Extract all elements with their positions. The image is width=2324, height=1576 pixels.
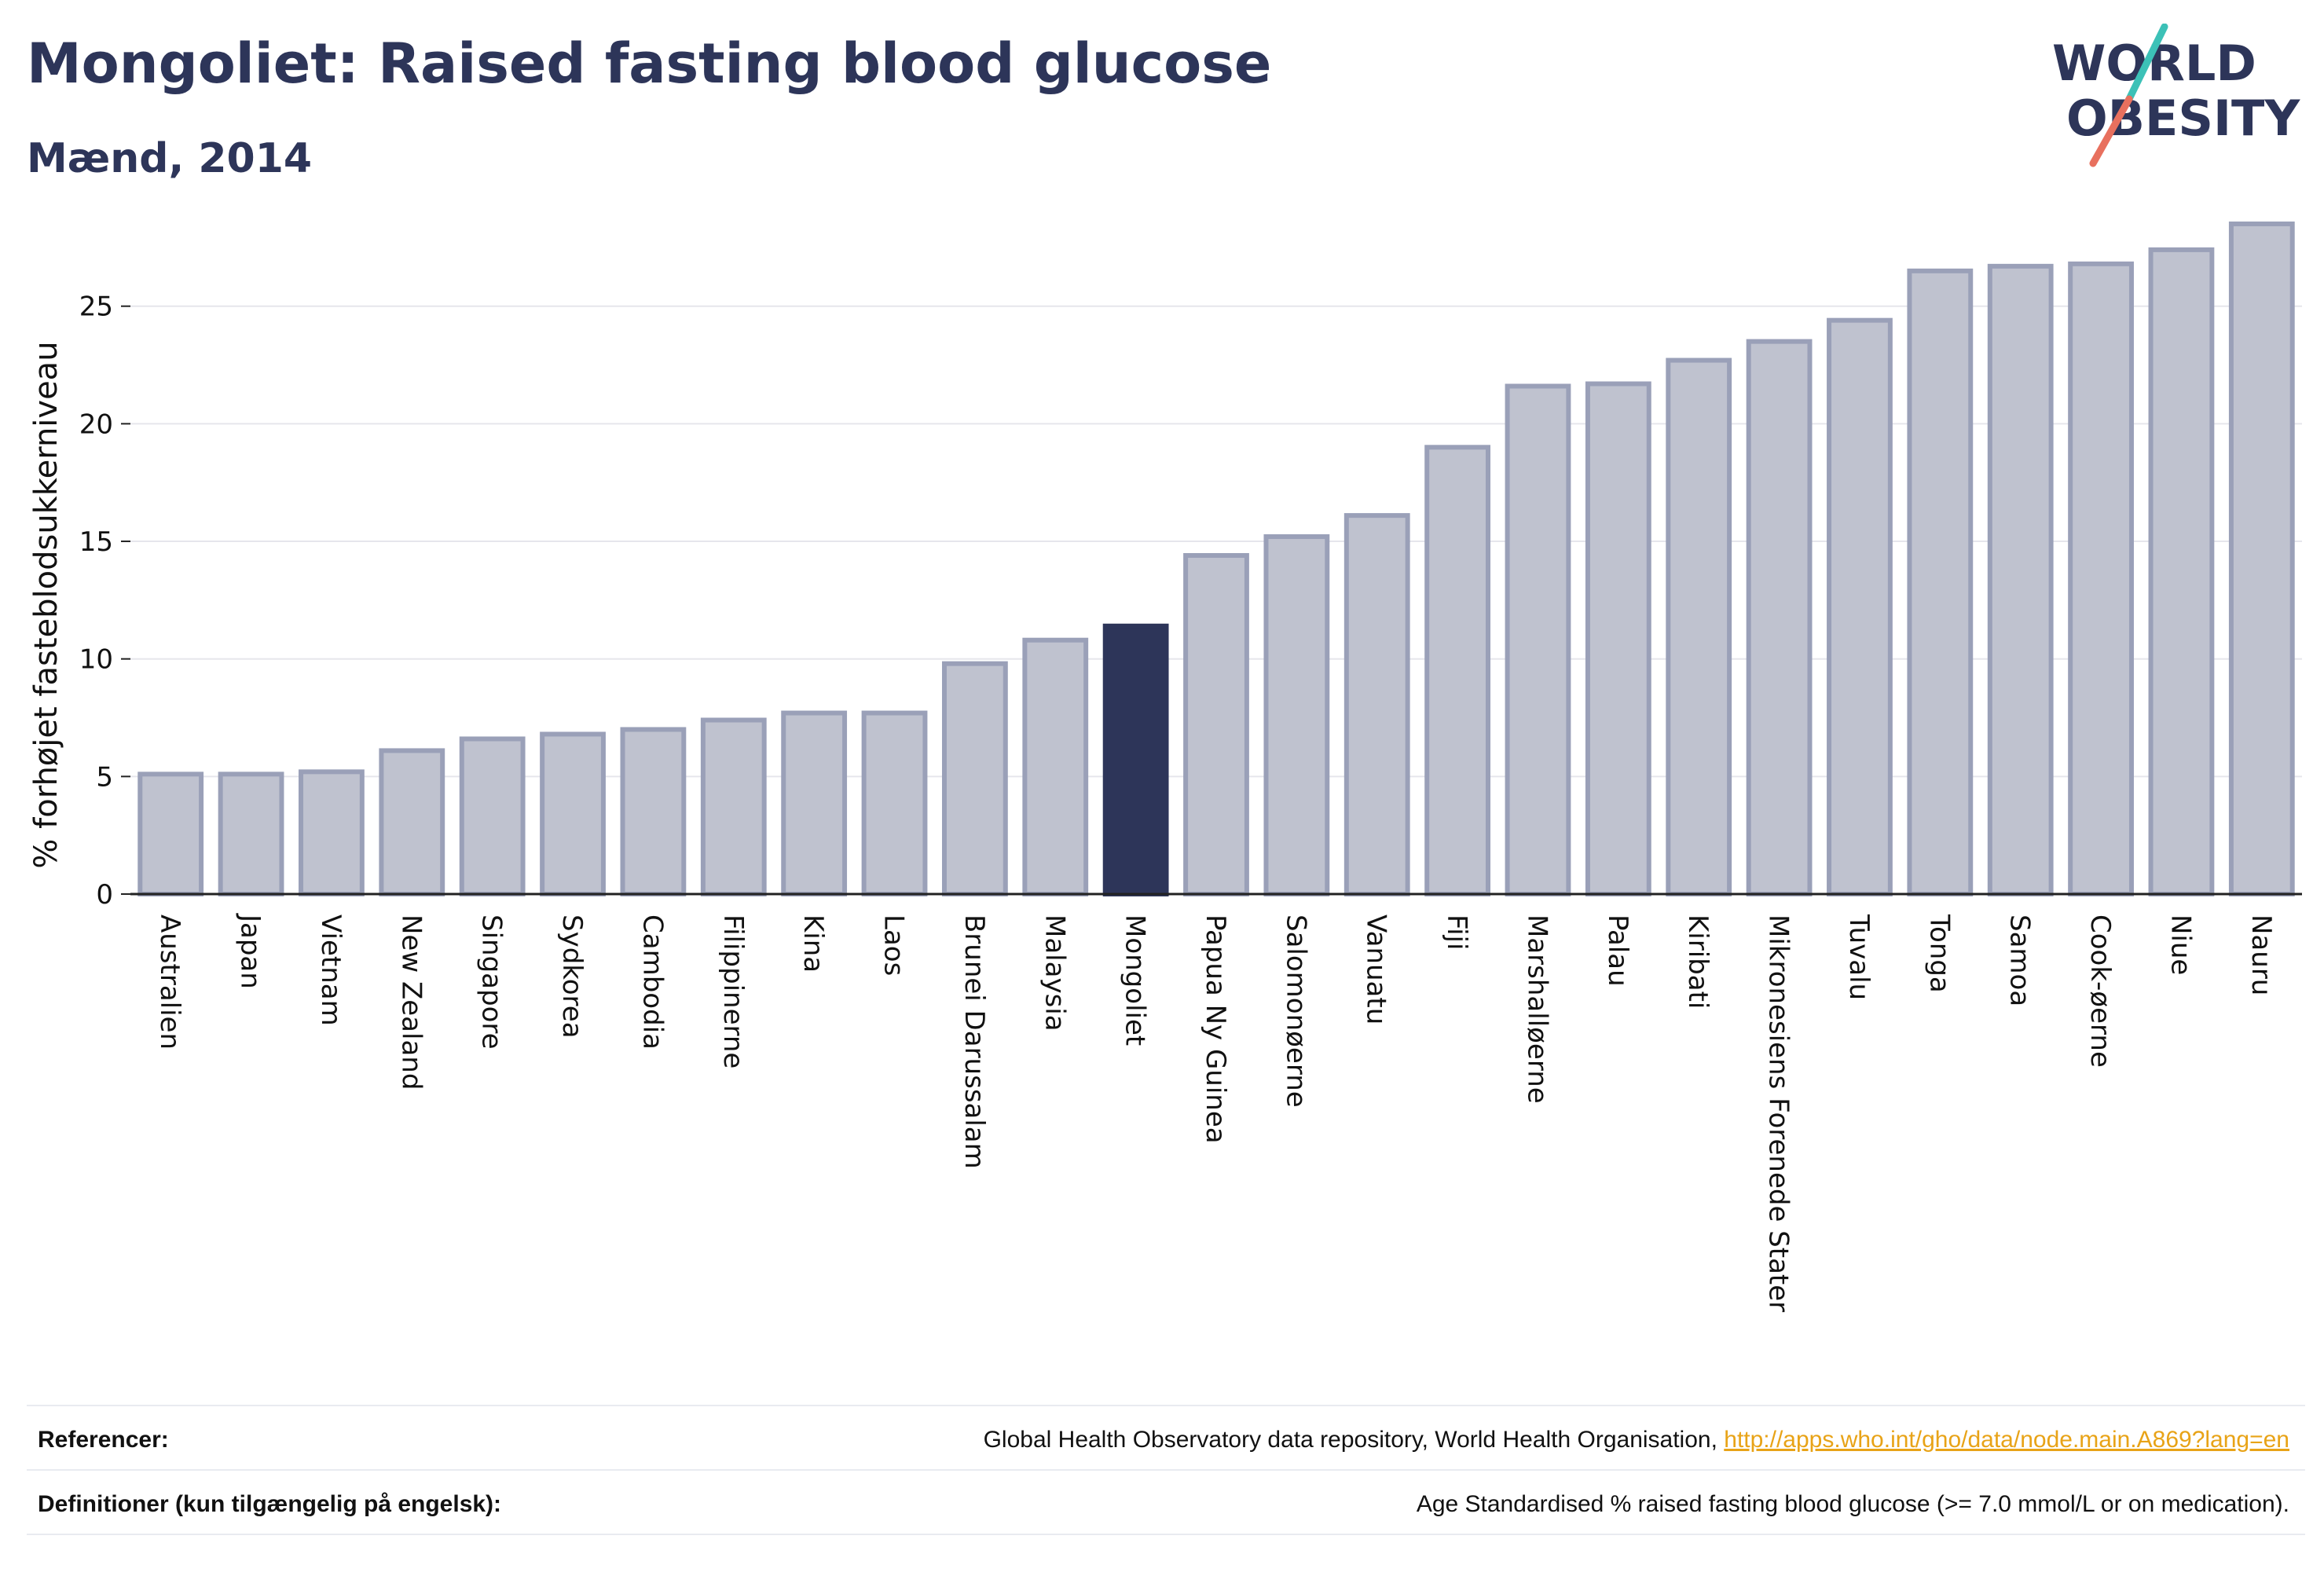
bar-cook-øerne [2068, 261, 2134, 896]
y-tick-label: 20 [79, 409, 113, 440]
y-tick-label: 10 [79, 644, 113, 676]
bar-kiribati [1666, 357, 1732, 897]
world-obesity-logo: WORLD OBESITY [2052, 24, 2300, 167]
page-title: Mongoliet: Raised fasting blood glucose [27, 31, 1272, 96]
bar-niue [2148, 247, 2215, 896]
x-tick-label: Mongoliet [1120, 914, 1151, 1046]
page-subtitle: Mænd, 2014 [27, 135, 313, 182]
references-text: Global Health Observatory data repositor… [983, 1427, 1725, 1453]
bar-palau [1585, 381, 1651, 896]
footer-divider-top [27, 1405, 2305, 1406]
x-tick-label: Australien [154, 914, 185, 1050]
bar-malaysia [1022, 637, 1089, 896]
x-tick-label: Palau [1602, 914, 1633, 987]
x-tick-label: Cook-øerne [2084, 914, 2116, 1068]
bar-chart: 0 5 10 15 20 25 Australien Japan Vietnam New Zeal… [28, 221, 2302, 1312]
x-tick-label: New Zealand [395, 914, 427, 1090]
bar-sydkorea [540, 731, 606, 897]
tick-labels: 0 5 10 15 20 25 Australien Japan Vietnam New Zeal… [79, 291, 2277, 1312]
references-value: Global Health Observatory data repositor… [984, 1427, 2289, 1453]
x-tick-label: Sydkorea [556, 914, 588, 1039]
x-tick-label: Mikronesiens Forenede Stater [1763, 914, 1794, 1312]
x-tick-label: Japan [235, 913, 266, 989]
bar-tonga [1907, 268, 1974, 896]
x-tick-label: Singapore [476, 914, 508, 1050]
bar-laos [861, 710, 928, 896]
x-tick-label: Salomonøerne [1280, 914, 1311, 1108]
x-tick-label: Marshalløerne [1521, 914, 1552, 1104]
definitions-label: Definitioner (kun tilgængelig på engelsk… [38, 1491, 502, 1517]
x-tick-label: Laos [878, 914, 910, 976]
y-tick-label: 5 [96, 761, 113, 793]
definitions-value: Age Standardised % raised fasting blood … [1416, 1491, 2289, 1517]
bar-mongoliet [1102, 623, 1169, 896]
bar-nauru [2228, 221, 2295, 896]
x-tick-label: Kiribati [1682, 914, 1714, 1009]
bar-papua-ny-guinea [1183, 552, 1249, 896]
x-tick-label: Niue [2165, 914, 2196, 975]
x-tick-label: Tonga [1923, 914, 1955, 993]
references-link[interactable]: http://apps.who.int/gho/data/node.main.A… [1724, 1427, 2289, 1453]
bar-kina [781, 710, 848, 896]
x-tick-label: Filippinerne [717, 914, 749, 1068]
bar-salomonøerne [1263, 534, 1330, 896]
bars [137, 221, 2295, 897]
x-tick-label: Nauru [2245, 914, 2277, 995]
bar-singapore [459, 736, 526, 897]
x-tick-label: Malaysia [1039, 914, 1070, 1032]
bar-marshalløerne [1505, 383, 1571, 896]
x-tick-label: Vietnam [315, 914, 346, 1026]
bar-vietnam [299, 769, 365, 897]
x-tick-label: Vanuatu [1361, 914, 1392, 1024]
x-tick-label: Fiji [1441, 914, 1472, 950]
logo-slash-top [2125, 24, 2168, 103]
x-tick-label: Tuvalu [1843, 914, 1875, 1000]
y-tick-label: 15 [79, 526, 113, 558]
x-tick-label: Cambodia [636, 914, 668, 1050]
bar-australien [137, 772, 204, 897]
bar-vanuatu [1343, 513, 1410, 896]
y-tick-label: 25 [79, 291, 113, 323]
x-tick-label: Papua Ny Guinea [1200, 914, 1231, 1144]
bar-tuvalu [1827, 317, 1893, 897]
bar-samoa [1987, 263, 2054, 896]
axes [121, 305, 2302, 896]
footer-divider-bottom [27, 1534, 2305, 1535]
bar-brunei-darussalam [941, 661, 1008, 896]
logo-slash-bottom [2089, 95, 2133, 167]
y-axis-label: % forhøjet fasteblodsukkerniveau [28, 341, 64, 868]
bar-filippinerne [700, 717, 767, 896]
y-tick-label: 0 [96, 879, 113, 911]
bar-japan [218, 772, 284, 897]
bar-new-zealand [379, 748, 445, 897]
bar-cambodia [620, 727, 687, 897]
x-tick-label: Kina [797, 914, 829, 973]
bar-fiji [1424, 445, 1491, 896]
x-tick-label: Samoa [2004, 914, 2036, 1006]
footer-divider-middle [27, 1469, 2305, 1471]
x-tick-label: Brunei Darussalam [959, 914, 990, 1169]
bar-mikronesiens-forenede-stater [1746, 339, 1813, 897]
references-label: Referencer: [38, 1427, 169, 1453]
